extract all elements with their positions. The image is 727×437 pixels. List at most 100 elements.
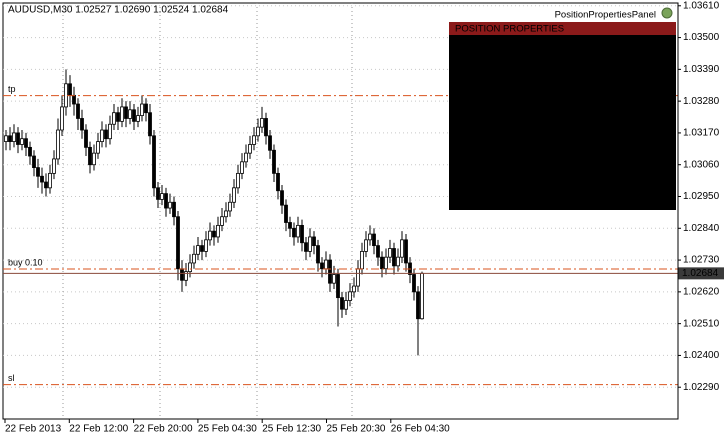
y-tick-label: 1.02510 (683, 318, 720, 329)
y-tick-label: 1.02290 (683, 382, 720, 393)
candle-body (372, 233, 376, 247)
candle-body (84, 129, 88, 148)
candle-body (324, 259, 328, 270)
candle-body (328, 259, 332, 284)
panel-row-label: Open Price : (503, 98, 559, 109)
candle-body (340, 297, 344, 310)
candle-body (24, 138, 28, 148)
candles (4, 69, 424, 356)
candle-body (392, 248, 396, 267)
candle-body (348, 291, 352, 301)
candle-body (80, 118, 84, 131)
overlay: tp buy 0.10 sl 1.02684 PositionPropertiesPan… (3, 7, 724, 386)
candle-body (292, 227, 296, 238)
candle-body (384, 256, 388, 270)
candle-body (336, 274, 340, 299)
y-tick-label: 1.03170 (683, 128, 720, 139)
panel-box (449, 22, 676, 210)
panel-row-label: Commission : (498, 86, 559, 97)
candle-body (412, 274, 416, 293)
candle-body (112, 112, 116, 125)
candle-body (304, 242, 308, 252)
candle-body (160, 193, 164, 200)
candle-body (188, 262, 192, 273)
candle-body (280, 190, 284, 206)
candle-body (72, 94, 76, 105)
candle-body (228, 201, 232, 212)
candle-body (212, 230, 216, 238)
candle-body (352, 285, 356, 293)
candle-body (36, 167, 40, 177)
candle-body (196, 245, 200, 255)
candle-body (220, 216, 224, 226)
panel-row-value: buy (652, 194, 668, 205)
candle-body (272, 149, 276, 174)
y-tick-label: 1.02620 (683, 286, 720, 297)
candle-body (200, 245, 204, 252)
panel-row-value: 0.10 (649, 134, 669, 145)
candle-body (208, 230, 212, 241)
candle-body (68, 83, 72, 96)
panel-row-value: 0 (662, 50, 668, 61)
panel-row-value: 2013.02.26 09:23 (590, 170, 668, 181)
bid-label-box (678, 267, 724, 280)
candle-body (320, 262, 324, 270)
order-level-label: tp (8, 84, 16, 94)
candle-body (124, 106, 128, 119)
candle-body (312, 236, 316, 247)
candle-body (416, 291, 420, 320)
candle-body (316, 245, 320, 264)
x-tick-label: 22 Feb 2013 (5, 424, 62, 435)
y-tick-label: 1.03500 (683, 32, 720, 43)
x-tick-label: 22 Feb 20:00 (134, 424, 193, 435)
candle-body (148, 112, 152, 137)
candle-body (144, 103, 148, 114)
candle-body (52, 158, 56, 174)
panel-row-label: Time : (532, 170, 559, 181)
panel-row-value: 1.02699 (632, 98, 669, 109)
panel-row-value: 1.02684 (632, 110, 669, 121)
panel-row-label: Magic Number : (488, 50, 559, 61)
candle-body (284, 204, 288, 223)
x-tick-label: 25 Feb 04:30 (198, 424, 257, 435)
candle-body (100, 129, 104, 142)
candle-body (396, 256, 400, 267)
y-tick-label: 1.02950 (683, 191, 720, 202)
panel-row-label: Swap : (528, 74, 559, 85)
candle-body (276, 172, 280, 192)
y-tick-label: 1.03390 (683, 64, 720, 75)
panel-row-value: 1.02299 (632, 146, 669, 157)
panel-row-label: Identifier : (515, 182, 559, 193)
panel-row-value: Hello! (642, 62, 668, 73)
candle-body (164, 193, 168, 209)
y-tick-label: 1.02730 (683, 255, 720, 266)
candle-body (268, 135, 272, 151)
candle-body (264, 118, 268, 137)
candle-body (92, 152, 96, 166)
panel-row-value: 15617105 (624, 182, 669, 193)
panel-row-value: 1.03299 (632, 158, 669, 169)
candle-body (176, 216, 180, 270)
candle-body (108, 123, 112, 140)
candle-body (156, 187, 160, 200)
candle-body (48, 172, 52, 189)
candle-body (136, 115, 140, 122)
candle-body (128, 109, 132, 119)
y-tick-label: 1.03060 (683, 159, 720, 170)
candle-body (168, 201, 172, 209)
candle-body (300, 224, 304, 244)
candle-body (88, 146, 92, 166)
candle-body (288, 222, 292, 229)
candle-body (192, 253, 196, 264)
panel-header (449, 22, 676, 35)
candle-body (32, 155, 36, 169)
candle-body (360, 250, 364, 270)
candle-body (236, 172, 240, 189)
candle-body (172, 201, 176, 218)
candle-body (380, 256, 384, 270)
panel-row-label: Current Price : (495, 110, 559, 121)
panel-name: PositionPropertiesPanel (555, 10, 656, 21)
candle-body (12, 132, 16, 142)
candle-body (96, 141, 100, 154)
